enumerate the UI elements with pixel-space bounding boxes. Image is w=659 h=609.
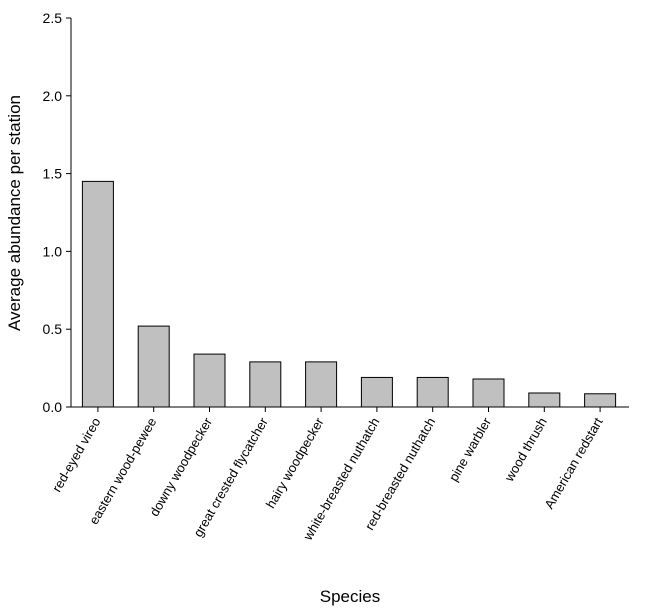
- y-tick-label: 2.5: [43, 10, 63, 26]
- y-axis-title: Average abundance per station: [5, 95, 24, 331]
- x-tick-label: red-eyed vireo: [49, 415, 104, 494]
- y-tick-label: 1.5: [43, 166, 63, 182]
- y-tick-label: 1.0: [43, 243, 63, 259]
- bar-10: [584, 393, 617, 408]
- x-tick-label: downy woodpecker: [146, 414, 215, 518]
- y-tick-label: 0.0: [43, 399, 63, 415]
- y-tick-label: 2.0: [43, 88, 63, 104]
- bar-6: [360, 376, 393, 408]
- bar-7: [416, 376, 449, 408]
- bar-3: [193, 353, 226, 408]
- bar-5: [305, 361, 338, 408]
- x-tick-label: American redstart: [541, 415, 605, 512]
- x-tick-label: hairy woodpecker: [263, 414, 327, 510]
- bar-2: [137, 325, 170, 408]
- bar-9: [528, 392, 561, 408]
- bar-8: [472, 378, 505, 408]
- bar-1: [81, 180, 114, 408]
- x-axis-title: Species: [320, 587, 380, 606]
- x-tick-label: pine warbler: [446, 414, 495, 483]
- bars: [81, 180, 617, 408]
- x-axis: [71, 406, 629, 412]
- y-tick-label: 0.5: [43, 321, 63, 337]
- bar-4: [249, 361, 282, 408]
- x-tick-label: wood thrush: [501, 415, 550, 485]
- y-axis: 0.0 0.5 1.0 1.5 2.0 2.5: [43, 10, 72, 415]
